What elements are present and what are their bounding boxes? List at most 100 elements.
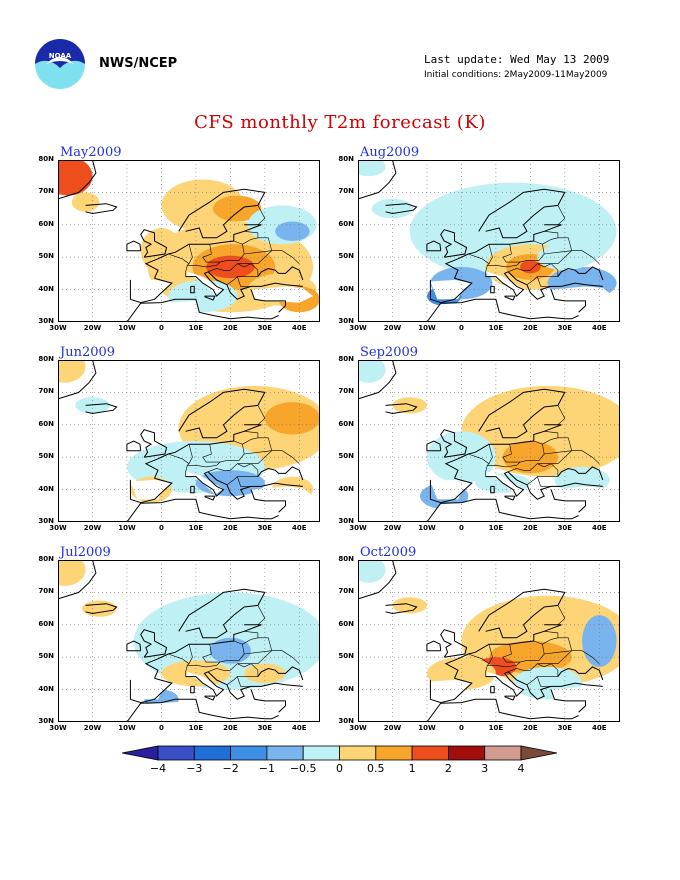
country-border bbox=[207, 663, 259, 677]
country-border bbox=[488, 644, 493, 664]
lat-tick-label: 50N bbox=[338, 252, 354, 261]
lat-tick-label: 50N bbox=[38, 452, 54, 461]
country-border bbox=[237, 450, 300, 468]
lon-tick-label: 30W bbox=[49, 324, 67, 332]
anomaly-region bbox=[161, 660, 231, 687]
country-border bbox=[168, 653, 190, 677]
neutral-region bbox=[551, 486, 614, 503]
neutral-region bbox=[126, 700, 272, 722]
neutral-region bbox=[251, 686, 314, 703]
coastline bbox=[140, 229, 168, 258]
coastline bbox=[550, 489, 586, 513]
coastline bbox=[426, 298, 579, 322]
panel-title: Oct2009 bbox=[360, 545, 417, 560]
colorbar-segment bbox=[411, 745, 449, 761]
anomaly-region bbox=[58, 560, 86, 586]
map-panel: Jul2009 80N 70N 60N 50N 40N 30N 30W 20W 10W 0 10E 20… bbox=[38, 545, 320, 732]
country-border bbox=[202, 640, 245, 663]
coastline bbox=[207, 471, 303, 500]
coastline bbox=[358, 160, 397, 200]
lat-tick-label: 30N bbox=[338, 717, 354, 725]
country-border bbox=[537, 676, 552, 687]
coastline bbox=[126, 640, 142, 652]
colorbar-tick-label: −0.5 bbox=[289, 762, 317, 775]
coastline bbox=[550, 689, 586, 713]
colorbar-tick-label: 0.5 bbox=[367, 762, 385, 775]
country-border bbox=[202, 240, 245, 263]
temperature-map bbox=[358, 360, 620, 522]
lon-tick-label: 0 bbox=[458, 724, 464, 732]
country-border bbox=[488, 444, 493, 464]
lat-tick-label: 60N bbox=[338, 419, 354, 428]
lon-tick-label: 0 bbox=[458, 324, 464, 332]
map-panel: Jun2009 80N 70N 60N 50N 40N 30N 30W 20W 10W 0 10E 20… bbox=[38, 345, 320, 532]
map-frame bbox=[58, 560, 320, 722]
lon-tick-label: 30E bbox=[557, 724, 573, 732]
temperature-map bbox=[58, 360, 320, 522]
lon-tick-label: 40E bbox=[592, 724, 607, 732]
country-border bbox=[487, 661, 521, 668]
country-border bbox=[207, 263, 259, 277]
lat-tick-label: 70N bbox=[38, 187, 54, 196]
lon-tick-label: 30E bbox=[557, 324, 573, 332]
country-border bbox=[544, 231, 559, 238]
lon-tick-label: 30W bbox=[349, 324, 367, 332]
colorbar-segment bbox=[193, 745, 232, 761]
country-border bbox=[557, 605, 566, 626]
anomaly-region bbox=[82, 600, 117, 617]
country-border bbox=[187, 261, 221, 268]
country-border bbox=[487, 261, 521, 268]
colorbar-tick-label: −3 bbox=[186, 762, 203, 775]
anomaly-region bbox=[392, 397, 427, 414]
lon-tick-label: 20E bbox=[523, 524, 538, 532]
lon-tick-label: 20W bbox=[383, 524, 402, 532]
lat-tick-label: 60N bbox=[38, 619, 54, 628]
anomaly-region bbox=[520, 260, 541, 274]
initial-conditions: Initial conditions: 2May2009-11May2009 bbox=[424, 70, 608, 80]
lon-tick-label: 10W bbox=[118, 324, 136, 332]
country-border bbox=[257, 205, 266, 226]
country-border bbox=[537, 476, 552, 487]
lon-tick-label: 40E bbox=[592, 324, 607, 332]
coastline bbox=[507, 671, 603, 700]
lon-tick-label: 20E bbox=[523, 324, 538, 332]
anomaly-region bbox=[358, 560, 386, 583]
colorbar-segment bbox=[266, 745, 304, 761]
country-border bbox=[237, 276, 252, 287]
neutral-region bbox=[126, 300, 272, 322]
lon-tick-label: 30W bbox=[349, 724, 367, 732]
country-border bbox=[537, 650, 600, 668]
lon-tick-label: 20W bbox=[383, 724, 402, 732]
coastline bbox=[490, 485, 495, 494]
coastline bbox=[126, 440, 142, 452]
country-border bbox=[188, 244, 193, 264]
temperature-map bbox=[358, 560, 620, 722]
coastline bbox=[440, 429, 468, 458]
coastline bbox=[140, 629, 168, 658]
coastline bbox=[358, 560, 397, 600]
lon-tick-label: 20E bbox=[223, 724, 238, 732]
lon-tick-label: 30E bbox=[257, 524, 273, 532]
map-frame bbox=[358, 360, 620, 522]
temperature-map bbox=[58, 160, 320, 322]
lat-tick-label: 40N bbox=[338, 684, 354, 693]
map-panel: Aug2009 80N 70N 60N 50N 40N 30N 30W 20W 10W 0 10E 20… bbox=[338, 145, 620, 332]
coastline bbox=[185, 671, 225, 697]
coastline bbox=[478, 588, 566, 639]
coastline bbox=[557, 466, 604, 481]
coastline bbox=[478, 188, 566, 239]
coastline bbox=[58, 560, 97, 600]
colorbar-tick-label: 3 bbox=[481, 762, 489, 775]
coastline bbox=[426, 498, 579, 522]
country-border bbox=[468, 453, 490, 477]
colorbar-segment bbox=[447, 745, 486, 761]
lon-tick-label: 20W bbox=[383, 324, 402, 332]
coastline bbox=[250, 289, 286, 313]
org-name: NWS/NCEP bbox=[99, 56, 178, 71]
lat-tick-label: 40N bbox=[38, 684, 54, 693]
coastline bbox=[504, 695, 516, 701]
lon-tick-label: 10E bbox=[488, 524, 504, 532]
country-border bbox=[188, 444, 193, 464]
lat-tick-label: 80N bbox=[38, 555, 54, 563]
lon-tick-label: 10W bbox=[418, 324, 436, 332]
